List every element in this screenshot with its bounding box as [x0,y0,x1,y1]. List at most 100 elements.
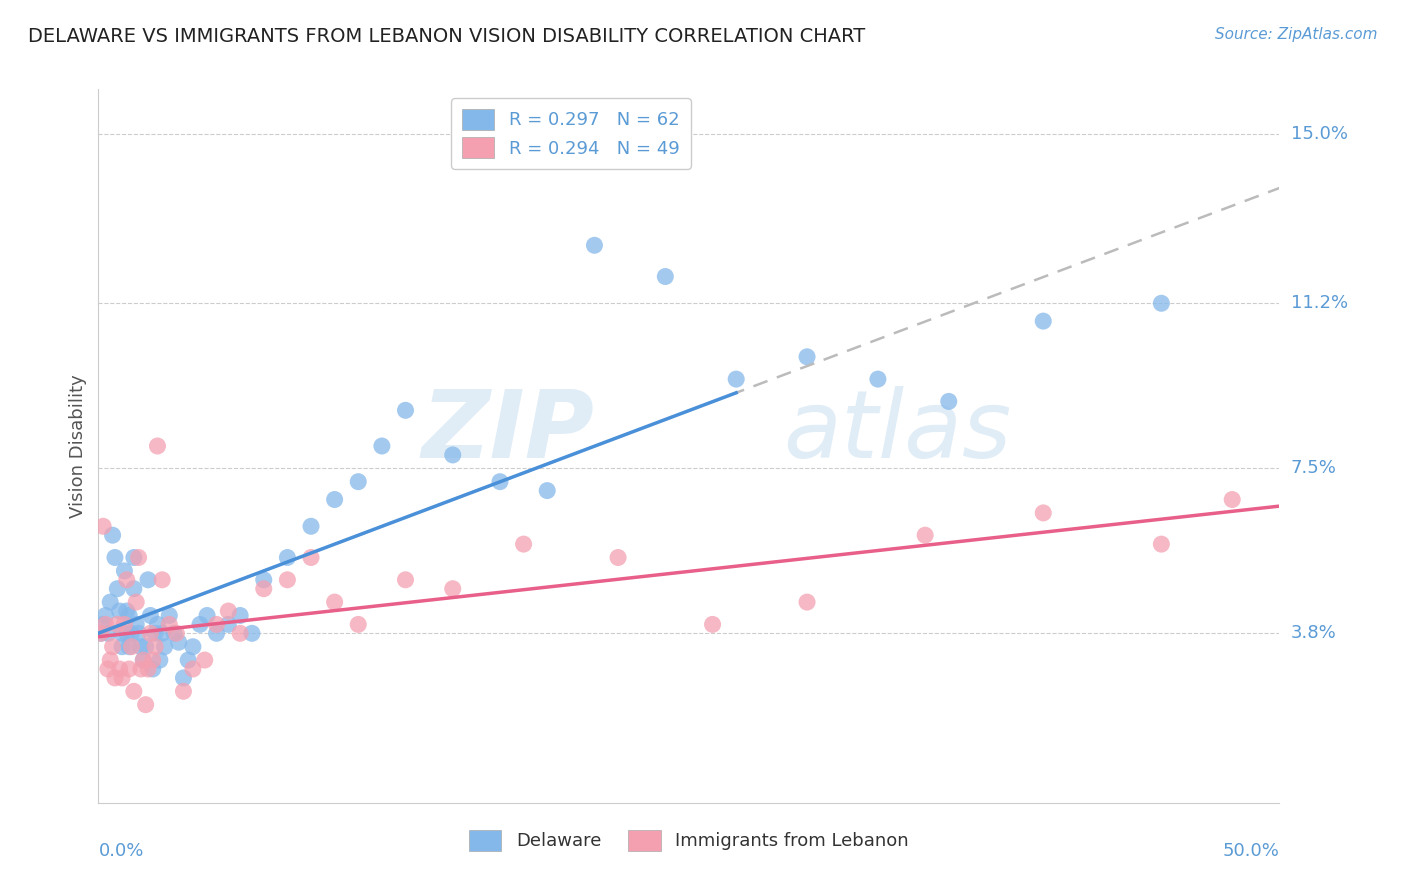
Point [104,550,127,565]
Point [489,475,512,489]
Text: 7.5%: 7.5% [1291,459,1337,477]
Point [150,626,173,640]
Text: atlas: atlas [783,386,1012,477]
Point [583,238,606,252]
Point [122,684,145,698]
Point [146,617,169,632]
Point [108,604,131,618]
Point [136,662,159,676]
Point [725,372,748,386]
Point [205,617,228,632]
Point [115,626,138,640]
Point [654,269,676,284]
Point [181,640,204,654]
Text: Source: ZipAtlas.com: Source: ZipAtlas.com [1215,27,1378,42]
Point [205,626,228,640]
Point [98,653,121,667]
Point [111,640,134,654]
Point [105,617,128,632]
Point [1032,506,1054,520]
Point [122,582,145,596]
Point [105,582,128,596]
Point [129,640,152,654]
Point [143,626,166,640]
Point [132,653,155,667]
Point [165,626,187,640]
Point [181,662,204,676]
Point [121,626,143,640]
Point [125,595,148,609]
Point [441,448,464,462]
Point [1220,492,1243,507]
Point [149,653,172,667]
Point [194,653,217,667]
Point [323,595,346,609]
Point [323,492,346,507]
Point [536,483,558,498]
Point [607,550,630,565]
Point [104,671,127,685]
Point [229,626,252,640]
Point [146,439,169,453]
Point [97,626,120,640]
Point [111,671,134,685]
Point [512,537,534,551]
Point [112,617,135,632]
Point [299,519,322,533]
Point [702,617,724,632]
Point [153,640,176,654]
Point [139,608,162,623]
Text: 11.2%: 11.2% [1291,294,1348,312]
Point [167,635,190,649]
Point [118,662,141,676]
Point [91,519,114,533]
Point [217,617,239,632]
Point [111,626,134,640]
Point [276,573,298,587]
Point [1150,537,1173,551]
Point [90,626,112,640]
Point [253,582,276,596]
Point [132,653,155,667]
Point [299,550,322,565]
Point [347,475,370,489]
Point [796,595,818,609]
Point [101,640,124,654]
Point [122,550,145,565]
Point [118,640,141,654]
Text: 3.8%: 3.8% [1291,624,1336,642]
Point [172,684,194,698]
Point [157,608,180,623]
Point [112,564,135,578]
Point [128,626,150,640]
Point [172,671,194,685]
Point [90,626,112,640]
Text: ZIP: ZIP [422,385,595,478]
Text: 15.0%: 15.0% [1291,125,1347,143]
Point [97,662,120,676]
Point [938,394,960,409]
Point [135,640,157,654]
Point [101,528,124,542]
Point [240,626,263,640]
Point [91,617,114,632]
Point [118,608,141,623]
Point [142,662,165,676]
Legend: Delaware, Immigrants from Lebanon: Delaware, Immigrants from Lebanon [461,822,917,858]
Point [121,640,143,654]
Point [371,439,394,453]
Point [217,604,239,618]
Point [796,350,818,364]
Point [177,653,200,667]
Point [98,595,121,609]
Point [394,573,416,587]
Y-axis label: Vision Disability: Vision Disability [69,374,87,518]
Point [94,608,117,623]
Point [253,573,276,587]
Point [115,573,138,587]
Point [1032,314,1054,328]
Point [914,528,936,542]
Text: 50.0%: 50.0% [1223,842,1279,860]
Point [441,582,464,596]
Point [115,604,138,618]
